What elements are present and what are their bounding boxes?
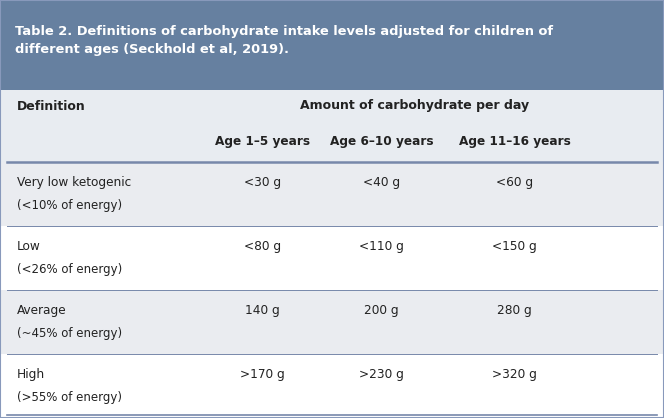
Text: Table 2. Definitions of carbohydrate intake levels adjusted for children of
diff: Table 2. Definitions of carbohydrate int…	[15, 25, 552, 56]
Text: Amount of carbohydrate per day: Amount of carbohydrate per day	[300, 99, 530, 112]
Text: (>55% of energy): (>55% of energy)	[17, 391, 122, 404]
FancyBboxPatch shape	[0, 226, 664, 290]
Text: 140 g: 140 g	[245, 304, 280, 317]
Text: (<10% of energy): (<10% of energy)	[17, 199, 122, 212]
FancyBboxPatch shape	[0, 90, 664, 418]
Text: >230 g: >230 g	[359, 368, 404, 381]
Text: >170 g: >170 g	[240, 368, 285, 381]
Text: <30 g: <30 g	[244, 176, 281, 189]
Text: <110 g: <110 g	[359, 240, 404, 253]
Text: Average: Average	[17, 304, 66, 317]
Text: Age 6–10 years: Age 6–10 years	[330, 135, 434, 148]
Text: 200 g: 200 g	[365, 304, 399, 317]
FancyBboxPatch shape	[0, 354, 664, 418]
Text: (<26% of energy): (<26% of energy)	[17, 263, 122, 276]
Text: <80 g: <80 g	[244, 240, 281, 253]
Text: Very low ketogenic: Very low ketogenic	[17, 176, 131, 189]
Text: Low: Low	[17, 240, 41, 253]
Text: High: High	[17, 368, 44, 381]
Text: (~45% of energy): (~45% of energy)	[17, 327, 122, 340]
FancyBboxPatch shape	[0, 290, 664, 354]
Text: <150 g: <150 g	[492, 240, 537, 253]
Text: Age 11–16 years: Age 11–16 years	[459, 135, 570, 148]
Text: <40 g: <40 g	[363, 176, 400, 189]
Text: <60 g: <60 g	[496, 176, 533, 189]
FancyBboxPatch shape	[0, 162, 664, 226]
Text: 280 g: 280 g	[497, 304, 532, 317]
Text: >320 g: >320 g	[492, 368, 537, 381]
Text: Age 1–5 years: Age 1–5 years	[214, 135, 310, 148]
Text: Definition: Definition	[17, 99, 86, 112]
FancyBboxPatch shape	[0, 0, 664, 90]
